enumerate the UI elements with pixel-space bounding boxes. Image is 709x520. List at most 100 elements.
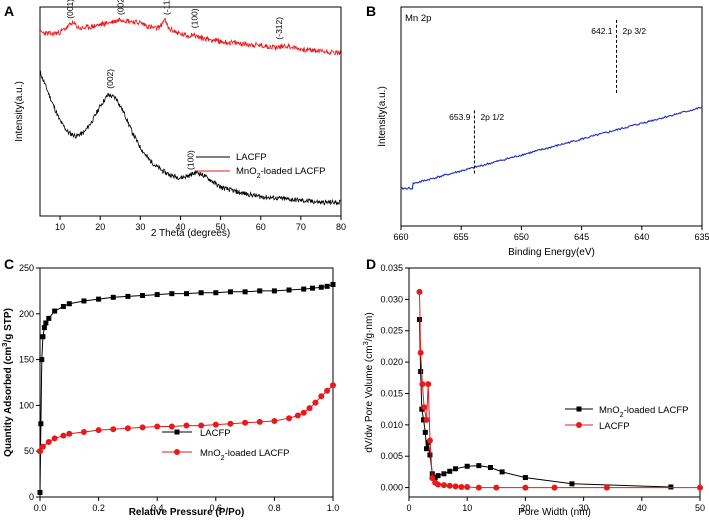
chart-d-ytick-label: 0.020	[380, 357, 403, 367]
chart-d-point-lacfp	[551, 484, 558, 491]
chart-c-point-mno2	[271, 417, 278, 424]
chart-c-point-lacfp	[60, 303, 66, 309]
chart-c-x-axis-label: Relative Pressure (P/Po)	[129, 507, 245, 518]
chart-c-xtick-label: 0.0	[34, 503, 47, 513]
chart-a-xtick-label: 40	[175, 222, 185, 232]
chart-c-point-lacfp	[41, 325, 47, 331]
chart-c-point-lacfp	[184, 291, 189, 297]
chart-c-point-lacfp	[154, 292, 160, 298]
chart-d-point-mno2	[476, 463, 482, 469]
chart-c-point-mno2	[330, 382, 336, 389]
chart-a-peak-label: (-312)	[274, 17, 284, 40]
chart-a-legend-label-lacfp: LACFP	[236, 152, 267, 163]
chart-b-xtick-label: 650	[514, 232, 529, 242]
chart-c-point-lacfp	[271, 288, 277, 294]
chart-d-point-mno2	[416, 316, 422, 322]
chart-b-plot-frame	[400, 6, 703, 227]
chart-d-point-lacfp	[522, 484, 529, 491]
chart-a-xtick-label: 50	[216, 222, 226, 232]
chart-a-xtick-label: 10	[55, 222, 65, 232]
chart-c-point-lacfp	[286, 287, 292, 293]
panel-letter-a: A	[4, 3, 14, 19]
chart-c-point-mno2	[212, 421, 219, 428]
chart-d-ytick-label: 0.035	[380, 263, 403, 273]
chart-c-point-mno2	[95, 427, 102, 434]
chart-b-xtick-label: 645	[574, 232, 589, 242]
chart-d-line-lacfp	[419, 291, 700, 489]
chart-c-y-axis-label: Quantity Adsorbed (cm3/g STP)	[0, 308, 14, 457]
chart-b-x-axis-label: Binding Energy(eV)	[508, 247, 595, 258]
chart-d-point-lacfp	[435, 481, 442, 488]
chart-c-point-lacfp	[198, 290, 204, 296]
chart-d-point-lacfp	[493, 484, 500, 491]
chart-a-xtick-label: 70	[296, 222, 306, 232]
chart-c-xtick-label: 0.4	[151, 503, 164, 513]
chart-b-y-axis-label: Intensity(a.u.)	[377, 86, 388, 147]
chart-c-point-lacfp	[37, 489, 43, 495]
chart-c-point-lacfp	[330, 281, 336, 287]
chart-d-line-mno2	[419, 319, 671, 488]
chart-c-point-mno2	[124, 425, 131, 432]
chart-c-ytick-label: 200	[19, 309, 34, 319]
chart-a-y-axis-label: Intensity(a.u.)	[14, 81, 25, 142]
chart-b-peak-value-2: 642.1	[591, 26, 613, 36]
chart-c-point-mno2	[168, 423, 175, 430]
chart-c-point-lacfp	[81, 298, 87, 304]
chart-d-point-lacfp	[429, 475, 436, 482]
chart-c-point-lacfp	[125, 293, 131, 299]
chart-b-xtick-label: 660	[393, 232, 408, 242]
chart-d-ytick-label: 0.015	[380, 388, 403, 398]
chart-c-point-mno2	[66, 430, 73, 437]
chart-d-xtick-label: 0	[406, 503, 411, 513]
chart-c-point-lacfp	[40, 334, 46, 340]
chart-c-point-mno2	[51, 435, 58, 442]
chart-b-peak-name-1: 2p 1/2	[480, 112, 504, 122]
chart-a-peak-label: (002)	[115, 0, 125, 15]
chart-d-point-lacfp	[423, 416, 430, 423]
chart-d-point-lacfp	[421, 404, 428, 411]
chart-c-point-mno2	[227, 420, 234, 427]
chart-d-point-mno2	[487, 465, 493, 471]
chart-c-point-mno2	[37, 448, 43, 455]
chart-d-point-lacfp	[603, 484, 610, 491]
chart-c-point-mno2	[242, 419, 249, 426]
panel-letter-c: C	[4, 256, 14, 272]
chart-c-point-lacfp	[43, 320, 49, 326]
chart-d-point-lacfp	[426, 437, 433, 444]
chart-d-point-lacfp	[419, 381, 426, 388]
chart-d-legend-marker-mno2	[576, 406, 582, 412]
chart-b-peak-value-1: 653.9	[449, 112, 471, 122]
chart-b-xps: 660 655 650 645 640 635 Mn 2p 653.9 2p 1/2 642.1 2…	[377, 6, 709, 258]
chart-d-point-mno2	[423, 446, 429, 452]
chart-d-point-mno2	[499, 469, 505, 475]
chart-c-point-mno2	[286, 415, 293, 422]
chart-c-point-mno2	[80, 428, 87, 435]
chart-d-point-lacfp	[475, 484, 482, 491]
chart-d-ytick-label: 0.000	[380, 483, 403, 493]
chart-d-point-mno2	[427, 452, 433, 458]
chart-c-point-lacfp	[52, 308, 58, 314]
chart-d-point-mno2	[464, 463, 470, 469]
chart-d-ytick-label: 0.025	[380, 326, 403, 336]
chart-c-point-lacfp	[169, 291, 175, 297]
chart-c-legend-marker-mno2	[174, 449, 180, 455]
chart-b-spectrum-title: Mn 2p	[405, 13, 431, 24]
chart-a-xtick-label: 20	[95, 222, 105, 232]
chart-d-point-lacfp	[440, 482, 447, 489]
chart-a-peak-label: (-111)	[161, 0, 171, 15]
chart-d-xtick-label: 50	[695, 503, 705, 513]
chart-c-point-mno2	[198, 422, 205, 429]
chart-c-point-lacfp	[110, 294, 116, 300]
chart-d-point-mno2	[422, 429, 428, 435]
chart-c-point-mno2	[183, 422, 190, 429]
chart-c-isotherm: 0.0 0.2 0.4 0.6 0.8 1.0 0 50 100 150 200 250 Relativ…	[0, 263, 339, 518]
chart-b-xtick-label: 635	[694, 232, 709, 242]
chart-d-ytick-label: 0.030	[380, 294, 403, 304]
chart-c-point-mno2	[60, 432, 67, 439]
chart-d-point-mno2	[453, 466, 459, 472]
chart-c-legend-label-mno2: MnO2-loaded LACFP	[200, 448, 290, 462]
chart-c-point-lacfp	[96, 296, 102, 302]
chart-d-legend-label-lacfp: LACFP	[599, 421, 630, 432]
chart-a-peak-label: (100)	[190, 8, 200, 28]
chart-a-peak-label: (002)	[105, 69, 115, 89]
